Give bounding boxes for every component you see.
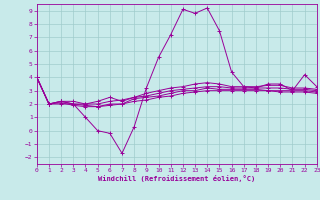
X-axis label: Windchill (Refroidissement éolien,°C): Windchill (Refroidissement éolien,°C) <box>98 175 255 182</box>
